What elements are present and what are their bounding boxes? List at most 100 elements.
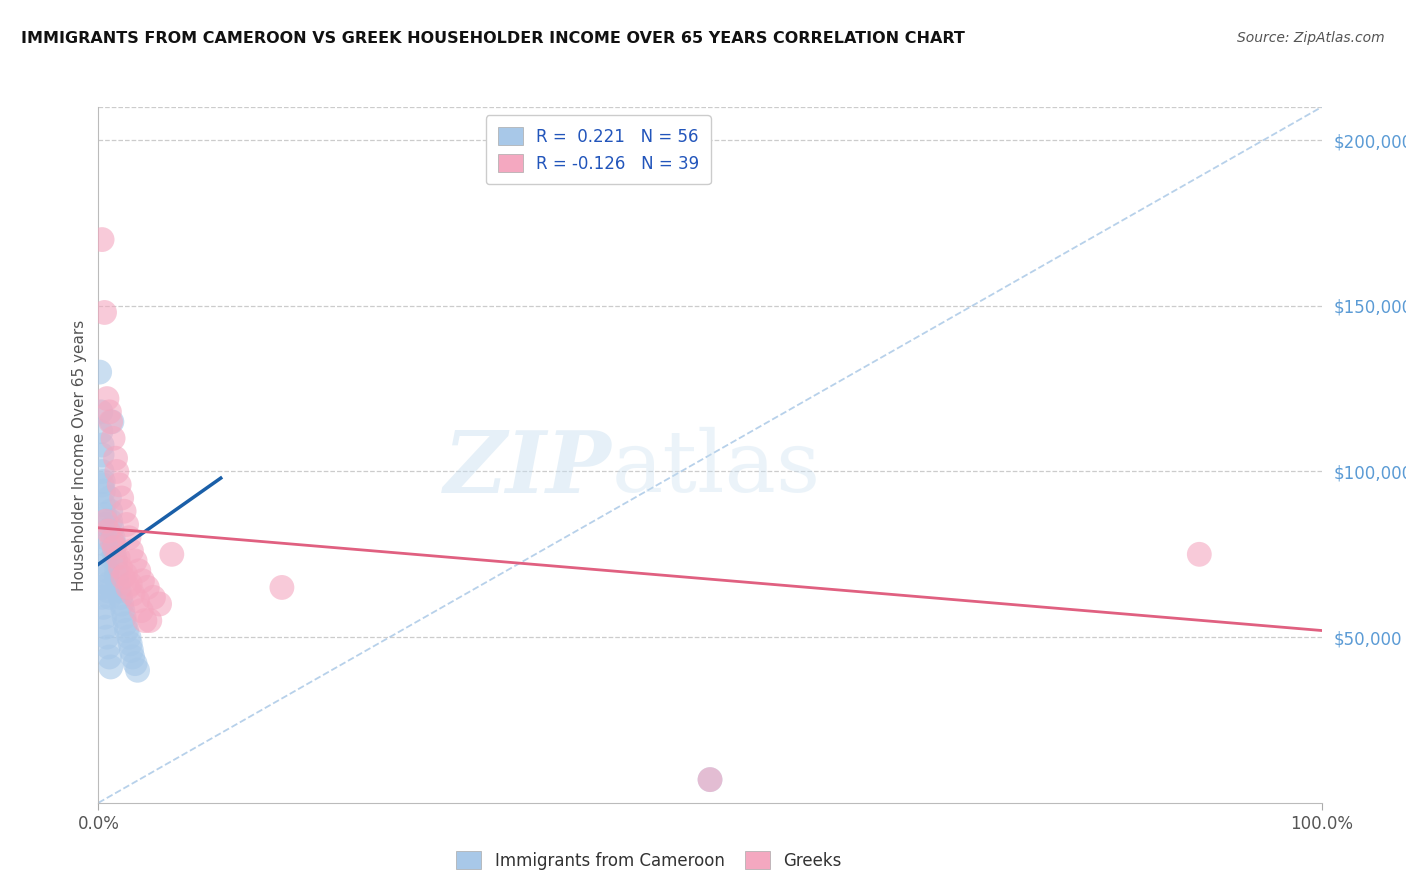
Point: [101, 534, 124, 549]
Point: [94, 537, 117, 551]
Point: [105, 570, 128, 584]
Point: [112, 504, 135, 518]
Point: [100, 660, 122, 674]
Point: [91, 591, 114, 605]
Point: [91, 448, 114, 462]
Point: [93, 305, 115, 319]
Point: [124, 554, 146, 568]
Point: [97, 577, 120, 591]
Point: [111, 570, 134, 584]
Point: [91, 233, 114, 247]
Text: IMMIGRANTS FROM CAMEROON VS GREEK HOUSEHOLDER INCOME OVER 65 YEARS CORRELATION C: IMMIGRANTS FROM CAMEROON VS GREEK HOUSEH…: [21, 31, 965, 46]
Point: [90, 581, 112, 595]
Text: atlas: atlas: [612, 427, 821, 510]
Point: [134, 614, 156, 628]
Point: [101, 431, 124, 445]
Point: [120, 637, 142, 651]
Point: [124, 657, 146, 671]
Point: [96, 558, 118, 572]
Point: [110, 591, 132, 605]
Point: [91, 484, 114, 499]
Point: [117, 581, 139, 595]
Point: [98, 405, 121, 419]
Point: [104, 554, 127, 568]
Point: [96, 630, 118, 644]
Point: [110, 560, 132, 574]
Point: [121, 650, 143, 665]
Point: [136, 581, 159, 595]
Point: [94, 514, 117, 528]
Point: [139, 614, 162, 628]
Point: [121, 587, 143, 601]
Point: [120, 544, 142, 558]
Point: [142, 591, 165, 605]
Point: [97, 640, 120, 654]
Point: [100, 504, 122, 518]
Point: [100, 514, 122, 528]
Point: [91, 465, 114, 479]
Point: [91, 600, 114, 615]
Point: [96, 570, 118, 584]
Point: [93, 531, 115, 545]
Point: [100, 415, 122, 429]
Point: [105, 465, 128, 479]
Point: [128, 564, 150, 578]
Point: [699, 772, 721, 787]
Point: [103, 541, 125, 555]
Point: [94, 547, 117, 561]
Point: [118, 630, 141, 644]
Point: [111, 597, 134, 611]
Point: [97, 524, 120, 538]
Point: [98, 650, 121, 665]
Point: [129, 604, 152, 618]
Point: [131, 574, 153, 588]
Point: [89, 365, 111, 379]
Text: Source: ZipAtlas.com: Source: ZipAtlas.com: [1237, 31, 1385, 45]
Y-axis label: Householder Income Over 65 years: Householder Income Over 65 years: [72, 319, 87, 591]
Point: [120, 577, 142, 591]
Point: [127, 663, 149, 677]
Point: [98, 591, 121, 605]
Point: [101, 531, 124, 545]
Point: [108, 477, 131, 491]
Point: [91, 498, 114, 512]
Point: [103, 547, 125, 561]
Point: [93, 508, 115, 522]
Point: [114, 567, 136, 582]
Point: [96, 392, 118, 406]
Point: [90, 405, 112, 419]
Point: [111, 491, 134, 505]
Point: [91, 475, 114, 489]
Point: [93, 517, 115, 532]
Point: [105, 564, 128, 578]
Point: [107, 577, 129, 591]
Point: [115, 624, 138, 638]
Point: [90, 425, 112, 439]
Point: [96, 564, 118, 578]
Point: [101, 521, 124, 535]
Point: [103, 537, 125, 551]
Point: [108, 583, 131, 598]
Point: [270, 581, 294, 595]
Point: [114, 616, 136, 631]
Legend: Immigrants from Cameroon, Greeks: Immigrants from Cameroon, Greeks: [449, 843, 849, 878]
Point: [149, 597, 172, 611]
Point: [91, 438, 114, 452]
Point: [118, 531, 141, 545]
Point: [107, 550, 129, 565]
Point: [115, 517, 138, 532]
Point: [93, 610, 115, 624]
Point: [112, 610, 135, 624]
Point: [111, 604, 134, 618]
Point: [699, 772, 721, 787]
Point: [1188, 547, 1211, 561]
Point: [120, 643, 142, 657]
Point: [97, 583, 120, 598]
Point: [91, 477, 114, 491]
Point: [104, 451, 127, 466]
Point: [127, 593, 149, 607]
Point: [101, 415, 124, 429]
Text: ZIP: ZIP: [444, 427, 612, 510]
Point: [94, 620, 117, 634]
Point: [98, 491, 121, 505]
